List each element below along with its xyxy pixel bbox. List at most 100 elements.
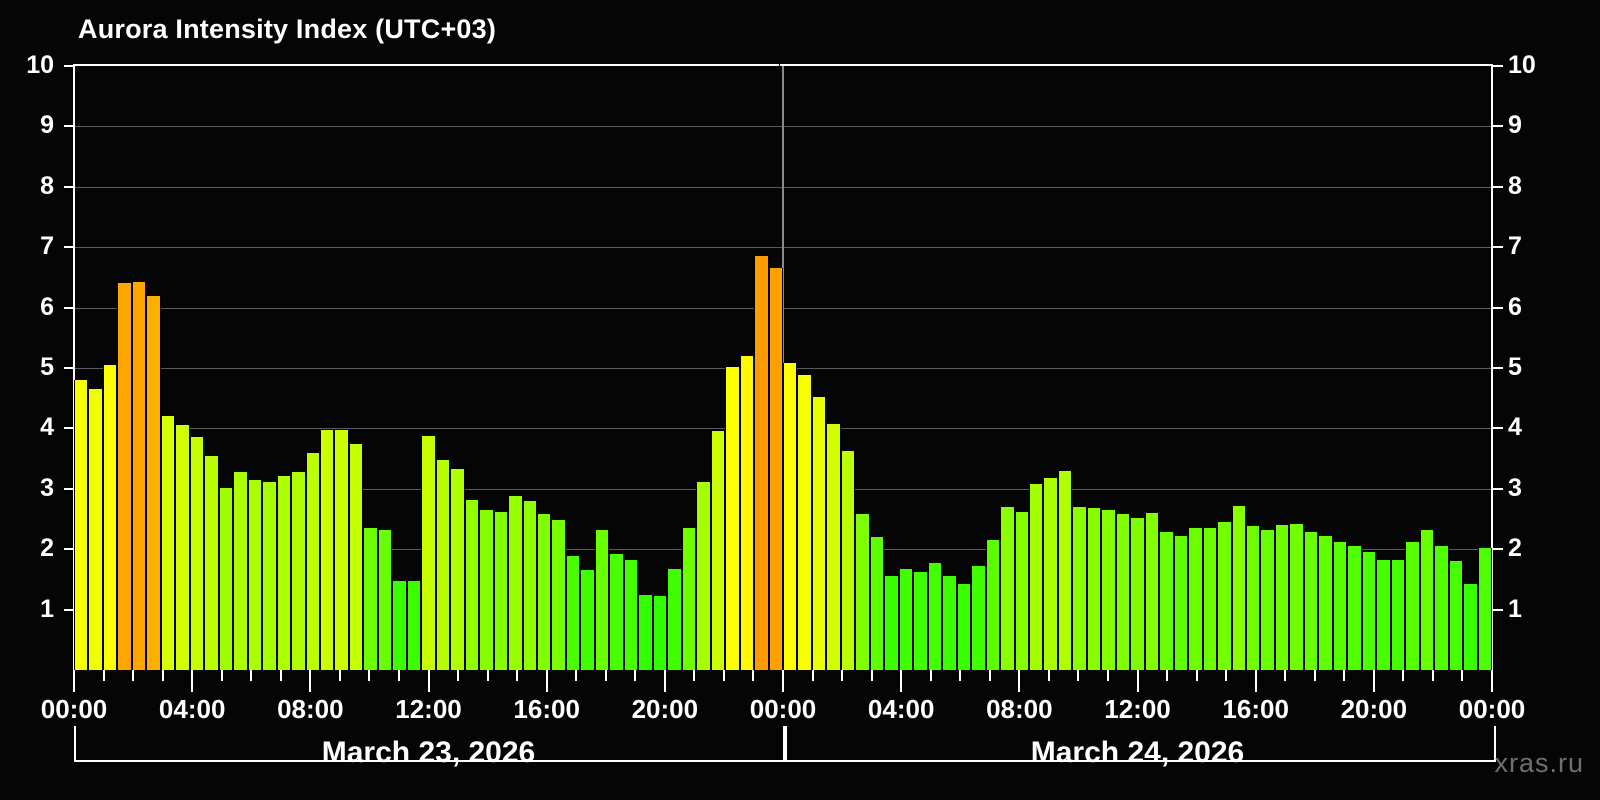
x-tick-minor-19 bbox=[634, 670, 637, 681]
bar[interactable] bbox=[348, 443, 364, 670]
bar[interactable] bbox=[493, 511, 509, 670]
bar[interactable] bbox=[783, 363, 798, 670]
bar[interactable] bbox=[1014, 511, 1029, 670]
bar[interactable] bbox=[1043, 477, 1058, 670]
bar[interactable] bbox=[667, 568, 682, 670]
bar[interactable] bbox=[204, 455, 219, 670]
bar[interactable] bbox=[565, 556, 581, 670]
bar[interactable] bbox=[594, 529, 610, 670]
bar[interactable] bbox=[652, 596, 668, 670]
bar[interactable] bbox=[537, 514, 552, 670]
bar[interactable] bbox=[1477, 548, 1492, 670]
x-tick-minor-39 bbox=[1225, 670, 1228, 681]
bar[interactable] bbox=[1390, 560, 1406, 670]
bar[interactable] bbox=[1376, 560, 1391, 670]
bar[interactable] bbox=[1303, 532, 1319, 670]
bar[interactable] bbox=[985, 540, 1001, 670]
bar[interactable] bbox=[377, 529, 393, 670]
bar[interactable] bbox=[435, 459, 451, 670]
bar[interactable] bbox=[811, 397, 827, 670]
bar[interactable] bbox=[1361, 552, 1377, 670]
bar[interactable] bbox=[768, 268, 783, 670]
bar[interactable] bbox=[1289, 523, 1304, 670]
bar[interactable] bbox=[913, 572, 928, 670]
bar[interactable] bbox=[1188, 528, 1203, 670]
bar[interactable] bbox=[1130, 517, 1145, 670]
bar[interactable] bbox=[247, 479, 263, 670]
bar[interactable] bbox=[406, 580, 422, 670]
bar[interactable] bbox=[421, 435, 436, 670]
bar[interactable] bbox=[1463, 584, 1478, 670]
bar[interactable] bbox=[1101, 509, 1116, 670]
bar[interactable] bbox=[189, 437, 205, 670]
bar[interactable] bbox=[1202, 528, 1218, 670]
bar[interactable] bbox=[88, 389, 103, 670]
bar[interactable] bbox=[1115, 514, 1131, 670]
bar[interactable] bbox=[754, 256, 769, 670]
bar[interactable] bbox=[1448, 561, 1464, 670]
bar[interactable] bbox=[1144, 512, 1160, 670]
bar[interactable] bbox=[551, 520, 566, 670]
bar[interactable] bbox=[898, 568, 914, 670]
bar[interactable] bbox=[319, 429, 335, 670]
bar[interactable] bbox=[1057, 470, 1073, 670]
bar[interactable] bbox=[710, 431, 726, 670]
bar[interactable] bbox=[175, 425, 190, 670]
bar[interactable] bbox=[725, 366, 740, 670]
bar[interactable] bbox=[1159, 532, 1174, 670]
bar[interactable] bbox=[1000, 506, 1015, 670]
bar[interactable] bbox=[956, 584, 972, 670]
bar[interactable] bbox=[1246, 526, 1261, 670]
bar[interactable] bbox=[1405, 541, 1420, 670]
bar[interactable] bbox=[276, 475, 292, 670]
bar[interactable] bbox=[1332, 541, 1348, 670]
bar[interactable] bbox=[1318, 535, 1333, 670]
bar[interactable] bbox=[160, 416, 176, 670]
bar[interactable] bbox=[638, 594, 653, 670]
bar[interactable] bbox=[392, 580, 407, 670]
bar[interactable] bbox=[1028, 483, 1044, 670]
bar[interactable] bbox=[464, 499, 480, 670]
bar[interactable] bbox=[522, 500, 538, 670]
bar[interactable] bbox=[681, 528, 697, 670]
bar[interactable] bbox=[869, 537, 885, 670]
bar[interactable] bbox=[971, 566, 986, 670]
bar[interactable] bbox=[146, 295, 161, 670]
bar[interactable] bbox=[1347, 546, 1362, 670]
bar[interactable] bbox=[117, 283, 132, 670]
bar[interactable] bbox=[826, 423, 841, 670]
bar[interactable] bbox=[855, 514, 870, 670]
bar[interactable] bbox=[797, 375, 812, 670]
bar[interactable] bbox=[927, 562, 943, 670]
bar[interactable] bbox=[508, 496, 523, 670]
bar[interactable] bbox=[233, 471, 248, 670]
bar[interactable] bbox=[840, 451, 856, 670]
bar[interactable] bbox=[942, 576, 957, 670]
bar[interactable] bbox=[363, 528, 378, 670]
bar[interactable] bbox=[1274, 525, 1290, 670]
bar[interactable] bbox=[623, 560, 639, 670]
bar[interactable] bbox=[262, 481, 277, 670]
bar[interactable] bbox=[74, 380, 89, 670]
bar[interactable] bbox=[1231, 505, 1247, 670]
bar[interactable] bbox=[609, 554, 624, 670]
bar[interactable] bbox=[450, 469, 465, 670]
bar[interactable] bbox=[1419, 529, 1435, 670]
bar[interactable] bbox=[1173, 535, 1189, 670]
bar[interactable] bbox=[291, 471, 306, 670]
bar[interactable] bbox=[334, 429, 349, 670]
bar[interactable] bbox=[1086, 508, 1102, 670]
bar[interactable] bbox=[696, 481, 711, 670]
bar[interactable] bbox=[1260, 529, 1275, 670]
bar[interactable] bbox=[884, 576, 899, 670]
bar[interactable] bbox=[1434, 546, 1449, 670]
bar[interactable] bbox=[305, 452, 320, 670]
bar[interactable] bbox=[580, 570, 595, 670]
bar[interactable] bbox=[1072, 506, 1087, 670]
bar[interactable] bbox=[102, 364, 118, 670]
bar[interactable] bbox=[218, 487, 234, 670]
bar[interactable] bbox=[131, 282, 147, 670]
bar[interactable] bbox=[479, 509, 494, 670]
bar[interactable] bbox=[1217, 522, 1232, 670]
bar[interactable] bbox=[739, 355, 755, 670]
